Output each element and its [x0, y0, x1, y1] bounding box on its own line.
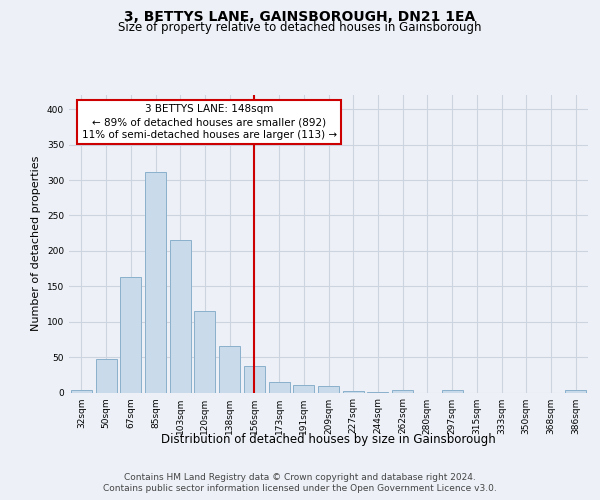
Bar [318, 386, 339, 392]
Text: Contains public sector information licensed under the Open Government Licence v3: Contains public sector information licen… [103, 484, 497, 493]
Bar [194, 311, 215, 392]
Bar [392, 390, 413, 392]
Bar [442, 390, 463, 392]
Text: 3 BETTYS LANE: 148sqm
← 89% of detached houses are smaller (892)
11% of semi-det: 3 BETTYS LANE: 148sqm ← 89% of detached … [82, 104, 337, 141]
Bar [145, 172, 166, 392]
Bar [244, 366, 265, 392]
Text: Contains HM Land Registry data © Crown copyright and database right 2024.: Contains HM Land Registry data © Crown c… [124, 472, 476, 482]
Bar [71, 390, 92, 392]
Bar [95, 359, 116, 392]
Bar [219, 346, 240, 393]
Y-axis label: Number of detached properties: Number of detached properties [31, 156, 41, 332]
Bar [343, 391, 364, 392]
Bar [293, 384, 314, 392]
Bar [170, 240, 191, 392]
Text: Size of property relative to detached houses in Gainsborough: Size of property relative to detached ho… [118, 21, 482, 34]
Bar [120, 277, 141, 392]
Text: 3, BETTYS LANE, GAINSBOROUGH, DN21 1EA: 3, BETTYS LANE, GAINSBOROUGH, DN21 1EA [124, 10, 476, 24]
Bar [269, 382, 290, 392]
Bar [565, 390, 586, 392]
Text: Distribution of detached houses by size in Gainsborough: Distribution of detached houses by size … [161, 432, 496, 446]
